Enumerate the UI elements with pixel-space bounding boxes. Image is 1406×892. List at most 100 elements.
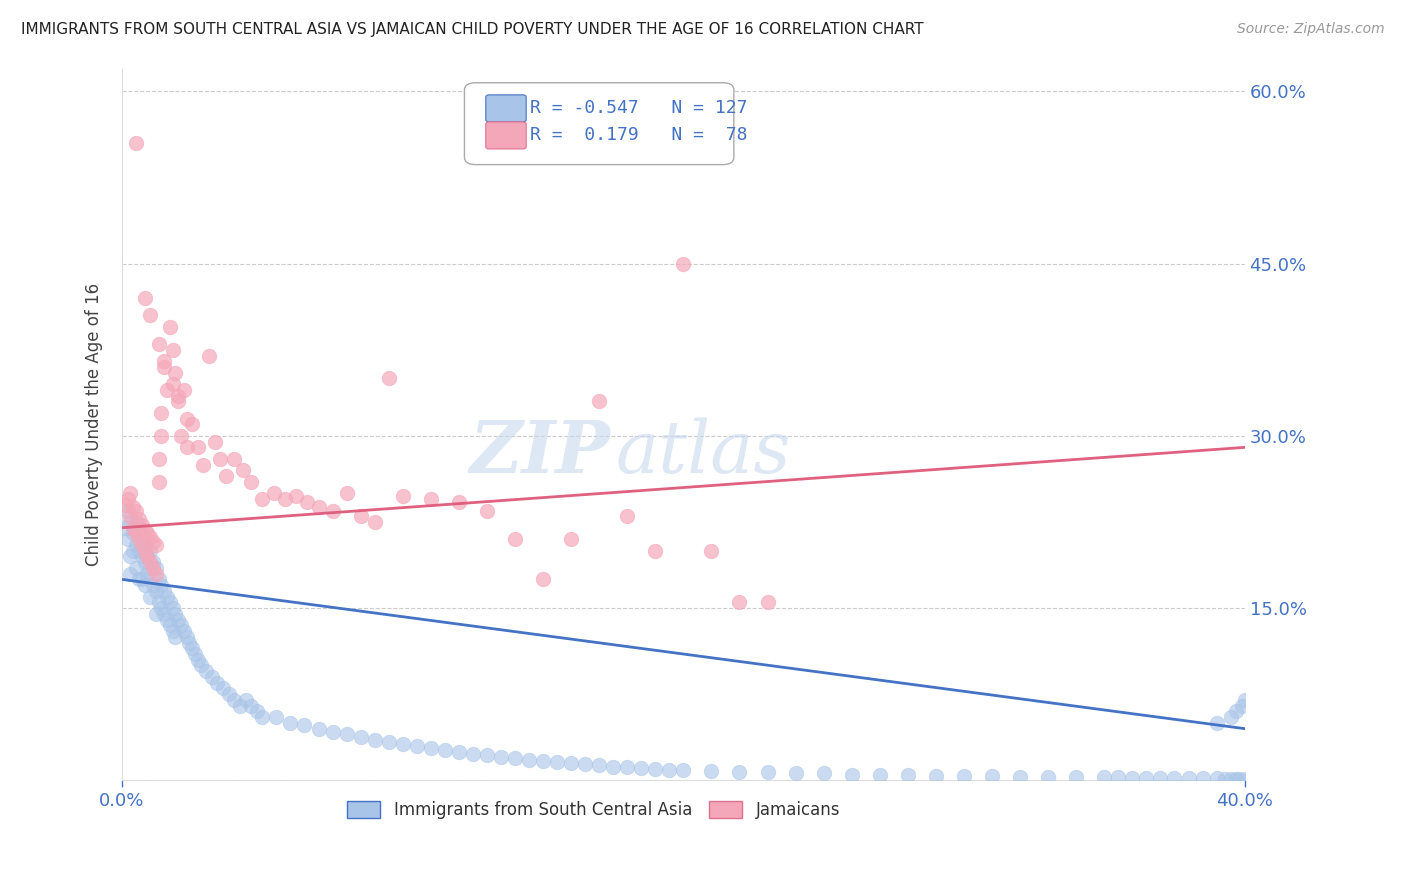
Point [139,309,162,323]
Point [1010,770,1032,784]
Point [630,761,652,775]
Point [128,573,150,587]
Point [120,566,142,581]
Point [1225,705,1247,719]
Point [274,491,297,506]
Point [1135,771,1157,785]
Point [128,511,150,525]
Point [173,624,195,638]
Point [672,257,695,271]
Text: Source: ZipAtlas.com: Source: ZipAtlas.com [1237,22,1385,37]
Point [187,441,209,455]
Point [1038,770,1060,784]
Point [981,769,1004,783]
Text: R = -0.547   N = 127: R = -0.547 N = 127 [530,99,747,118]
Point [176,441,198,455]
Point [162,624,184,638]
Point [117,532,139,546]
Point [419,741,441,756]
Point [308,722,330,736]
Point [616,759,638,773]
Point [602,759,624,773]
Point [1227,772,1250,786]
Point [503,532,526,546]
Point [122,543,145,558]
Point [142,561,165,575]
Point [153,607,176,621]
Point [159,319,181,334]
Point [120,486,142,500]
Point [165,607,187,621]
Point [136,526,159,541]
Point [1205,715,1227,730]
Point [167,394,190,409]
Point [252,491,274,506]
Point [560,756,582,770]
Point [475,747,498,762]
Point [419,491,441,506]
Point [672,763,695,777]
Point [240,698,263,713]
Point [181,417,204,432]
Point [246,705,269,719]
Point [204,434,226,449]
Point [117,503,139,517]
Point [145,607,167,621]
Point [1205,771,1227,785]
Point [134,543,156,558]
Point [142,578,165,592]
Point [162,343,184,357]
Point [122,526,145,541]
FancyBboxPatch shape [486,95,526,122]
Point [517,753,540,767]
Point [181,641,204,656]
Point [120,549,142,564]
Point [1233,772,1256,786]
Point [1225,772,1247,786]
Point [588,758,610,772]
Point [122,500,145,514]
Point [322,725,344,739]
Point [503,751,526,765]
Point [263,486,285,500]
Point [176,411,198,425]
Point [1092,770,1115,784]
Point [377,371,399,385]
Point [193,458,215,472]
Point [953,769,976,783]
Point [224,693,246,707]
Point [658,763,681,777]
Point [165,366,187,380]
Point [489,750,512,764]
Point [128,521,150,535]
Point [1191,771,1213,785]
Point [433,743,456,757]
Point [700,764,723,778]
Point [159,618,181,632]
Point [145,561,167,575]
Point [139,530,162,544]
Point [335,727,357,741]
Point [1219,772,1241,786]
Point [1177,771,1199,785]
Point [897,767,920,781]
Point [588,394,610,409]
Point [150,406,173,420]
Point [546,755,568,769]
Point [134,538,156,552]
Point [142,555,165,569]
Point [363,515,385,529]
Point [212,681,235,696]
Point [1064,770,1087,784]
Point [531,573,554,587]
Point [207,675,229,690]
Point [148,451,170,466]
Point [1107,770,1129,784]
Point [756,765,779,780]
Point [176,630,198,644]
Point [134,578,156,592]
Point [156,383,179,397]
Point [145,538,167,552]
Point [125,503,148,517]
Point [150,429,173,443]
